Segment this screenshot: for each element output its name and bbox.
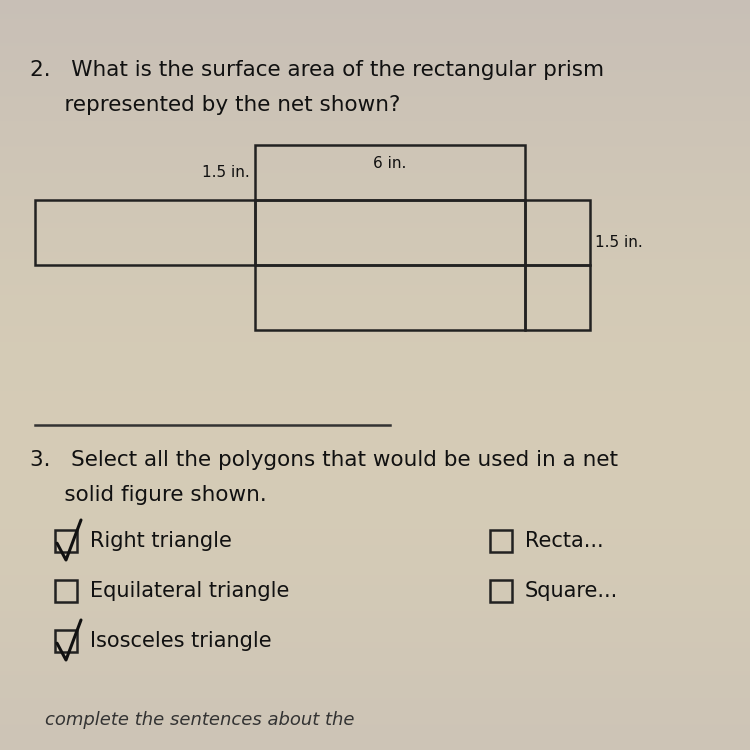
Bar: [55, 580, 77, 602]
Bar: [55, 530, 77, 552]
Text: Isosceles triangle: Isosceles triangle: [90, 631, 272, 651]
Text: 1.5 in.: 1.5 in.: [202, 165, 250, 180]
Bar: [55, 630, 77, 652]
Text: solid figure shown.: solid figure shown.: [30, 485, 267, 505]
Bar: [255, 145, 525, 200]
Text: represented by the net shown?: represented by the net shown?: [30, 95, 401, 115]
Text: Square...: Square...: [525, 581, 618, 601]
Bar: [525, 265, 590, 330]
Text: 1.5 in.: 1.5 in.: [595, 235, 643, 250]
Text: 3.   Select all the polygons that would be used in a net: 3. Select all the polygons that would be…: [30, 450, 618, 470]
Bar: [255, 265, 525, 330]
Bar: [255, 200, 525, 265]
Text: Equilateral triangle: Equilateral triangle: [90, 581, 290, 601]
Bar: [490, 580, 512, 602]
Bar: [35, 200, 255, 265]
Bar: [525, 200, 590, 265]
Bar: [490, 530, 512, 552]
Text: complete the sentences about the: complete the sentences about the: [45, 711, 355, 729]
Text: Recta...: Recta...: [525, 531, 604, 551]
Text: 6 in.: 6 in.: [374, 155, 406, 170]
Text: Right triangle: Right triangle: [90, 531, 232, 551]
Text: 2.   What is the surface area of the rectangular prism: 2. What is the surface area of the recta…: [30, 60, 604, 80]
